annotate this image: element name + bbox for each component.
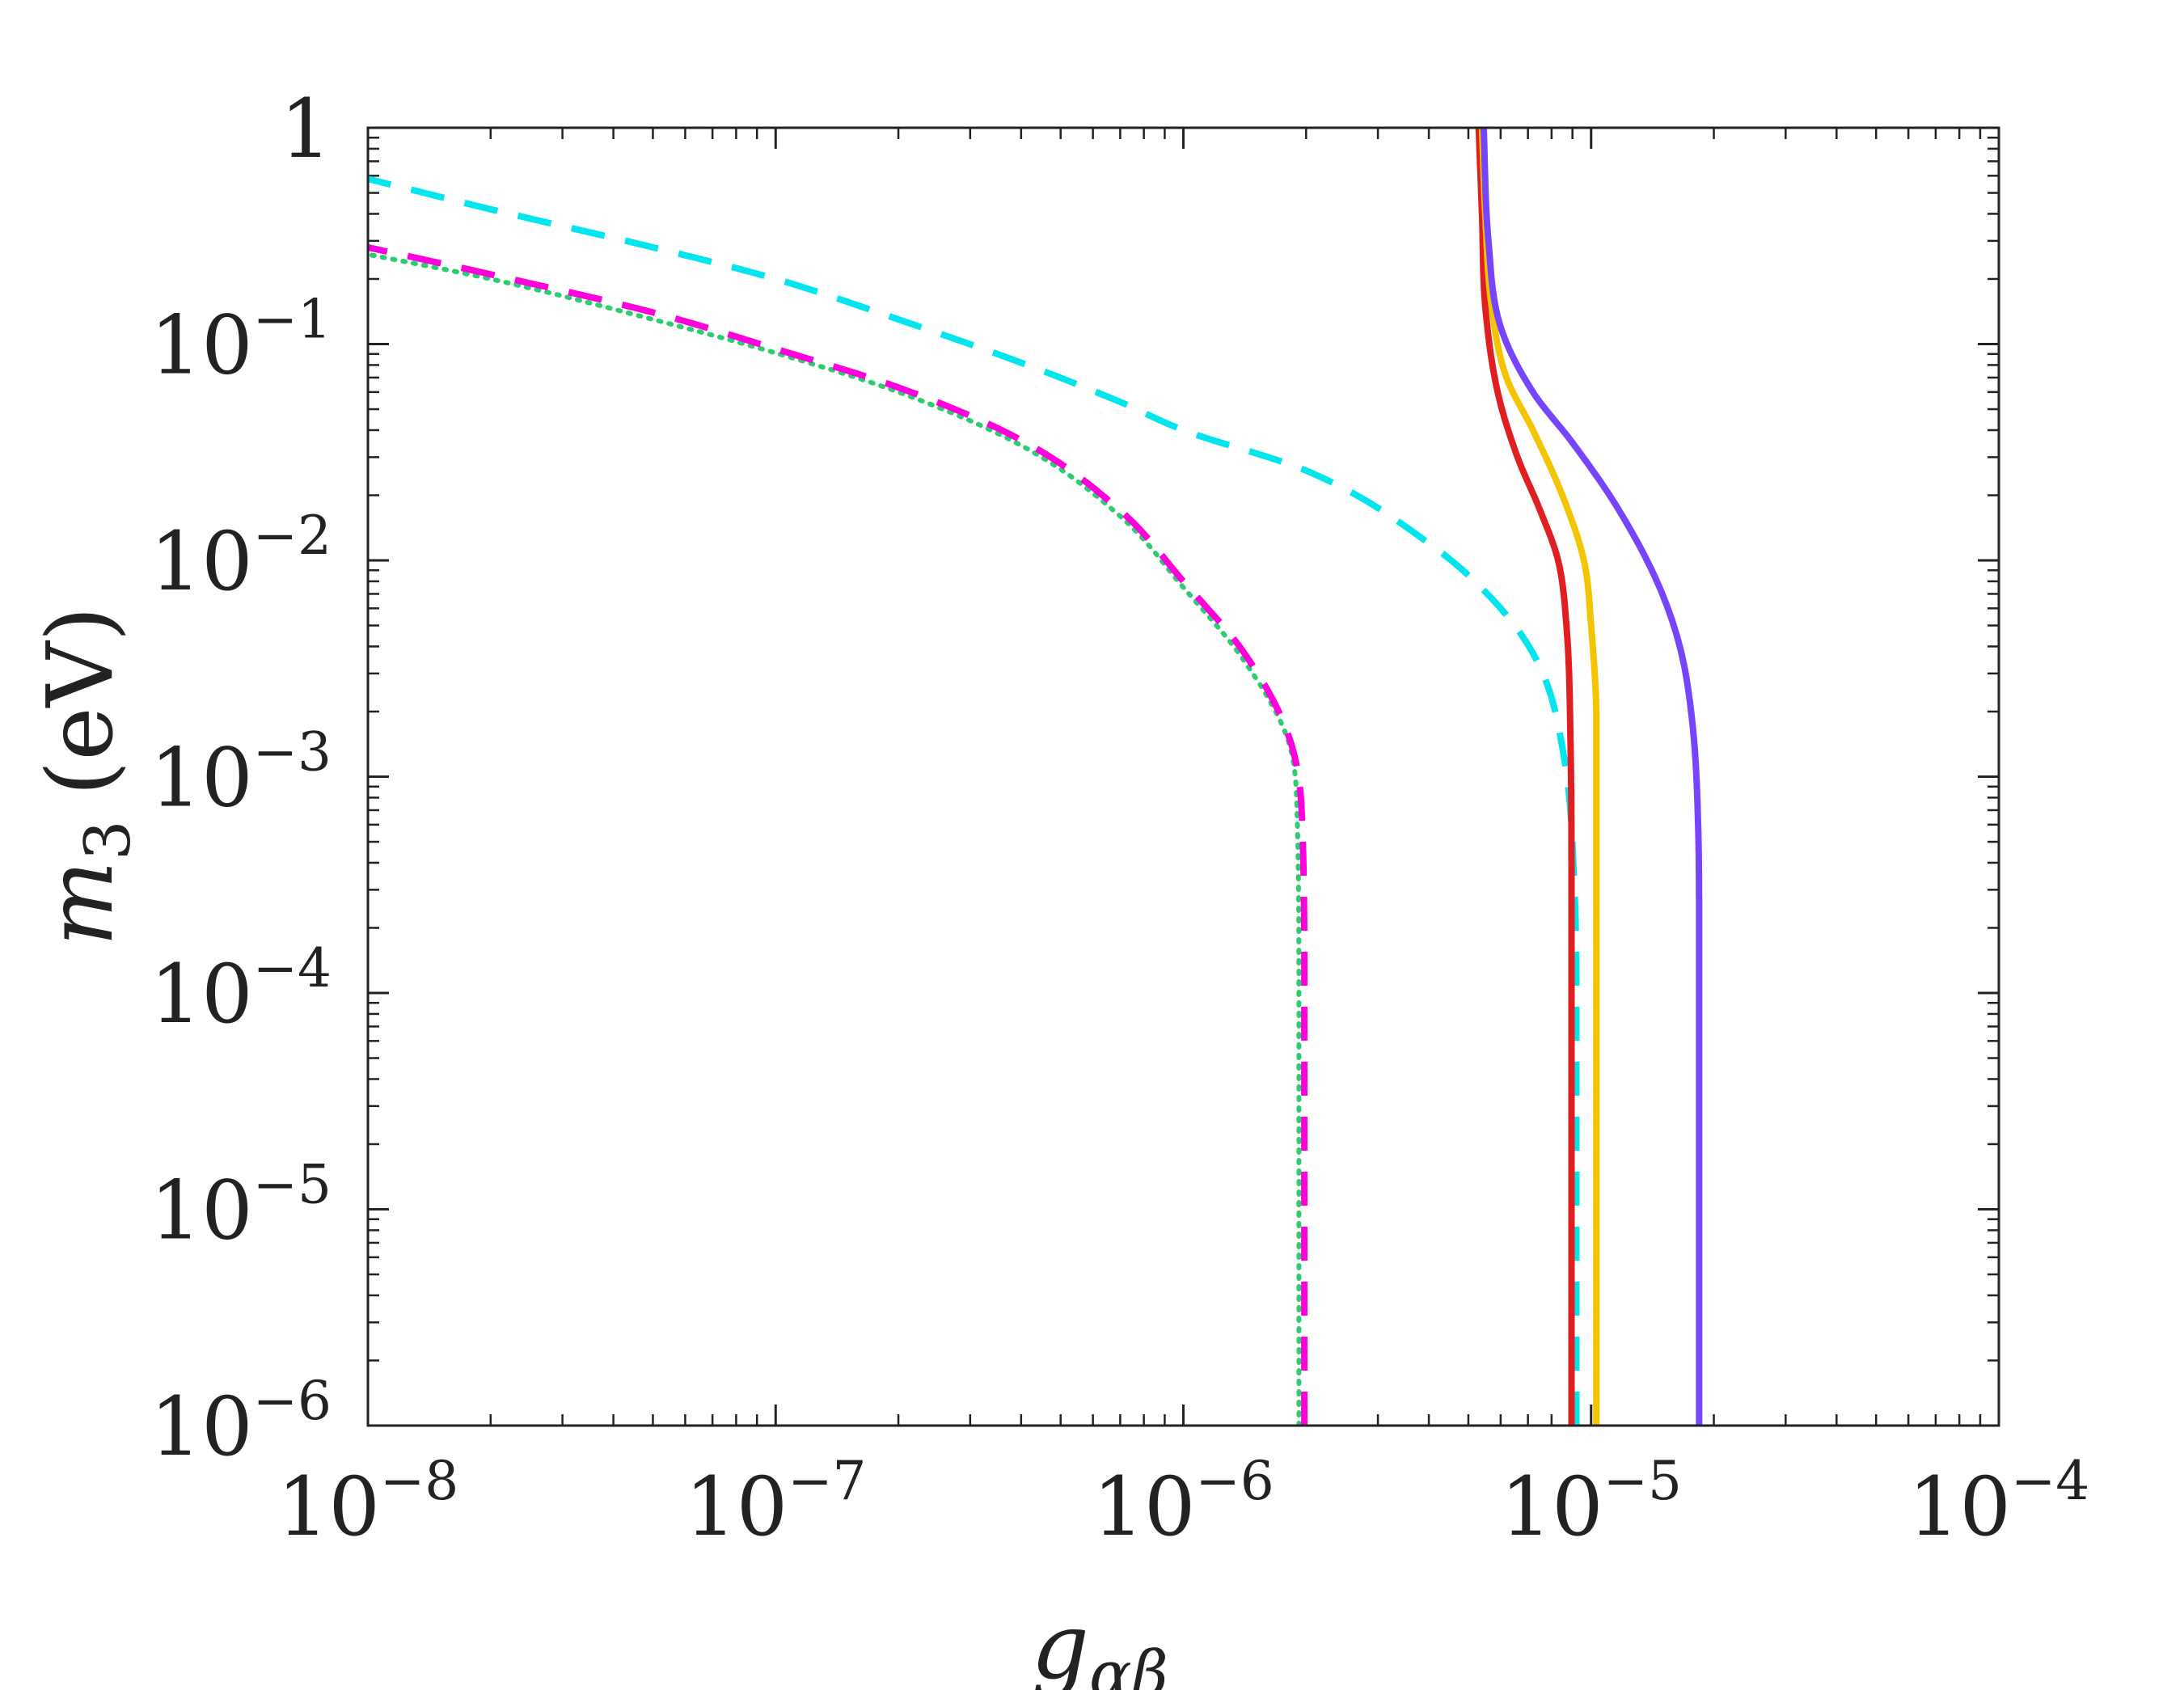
y-axis-title-main: m <box>28 860 133 946</box>
y-tick-label: 10−5 <box>150 1154 332 1258</box>
y-tick-label: 10−2 <box>150 505 332 609</box>
y-tick-label-base: 1 <box>280 82 332 176</box>
y-tick-label: 10−3 <box>150 721 332 826</box>
y-axis-title-sub: 3 <box>72 820 145 860</box>
plot-frame <box>366 126 2000 1427</box>
y-tick-label-base: 10 <box>150 1164 252 1258</box>
y-tick-label-exp: −1 <box>253 289 332 351</box>
series-red-solid <box>1475 128 1575 1426</box>
x-tick-label-base: 10 <box>1092 1460 1195 1554</box>
series-magenta-dashed <box>368 243 1308 1426</box>
y-axis-title: m3 (eV) <box>28 606 145 946</box>
x-tick-label-base: 10 <box>685 1460 788 1554</box>
x-axis-title-main: g <box>1031 1595 1089 1690</box>
x-tick-label: 10−5 <box>1500 1450 1682 1554</box>
x-tick-label-base: 10 <box>1908 1460 2011 1554</box>
x-tick-label: 10−7 <box>685 1450 867 1554</box>
x-tick-label-exp: −5 <box>1603 1450 1682 1512</box>
y-tick-label-base: 10 <box>150 947 252 1041</box>
y-tick-labels: 110−110−210−310−410−510−6 <box>150 82 332 1474</box>
y-tick-label-exp: −2 <box>253 505 332 567</box>
y-tick-label-base: 10 <box>150 731 252 826</box>
x-tick-label-exp: −8 <box>380 1450 458 1512</box>
x-tick-label: 10−4 <box>1908 1450 2090 1554</box>
y-tick-label-exp: −4 <box>253 937 332 999</box>
x-tick-label-base: 10 <box>277 1460 380 1554</box>
y-tick-label-exp: −3 <box>253 721 332 784</box>
y-tick-label-base: 10 <box>150 298 252 393</box>
y-tick-label: 1 <box>280 82 332 176</box>
x-tick-labels: 10−8 10−7 10−6 10−5 10−4 <box>277 1450 2090 1554</box>
x-tick-label-exp: −7 <box>788 1450 866 1512</box>
y-tick-label: 10−6 <box>150 1370 332 1474</box>
x-tick-label-exp: −6 <box>1195 1450 1274 1512</box>
x-tick-label: 10−6 <box>1092 1450 1274 1554</box>
y-axis-title-unit: (eV) <box>28 606 133 796</box>
x-tick-label-base: 10 <box>1500 1460 1603 1554</box>
y-tick-label-exp: −6 <box>253 1370 332 1432</box>
x-tick-label-exp: −4 <box>2011 1450 2089 1512</box>
y-tick-label: 10−4 <box>150 937 332 1041</box>
x-axis-title: gαβ <box>1031 1595 1168 1690</box>
x-axis-title-sub: αβ <box>1089 1638 1168 1690</box>
y-tick-label-base: 10 <box>150 1379 252 1474</box>
y-tick-label: 10−1 <box>150 289 332 393</box>
series-layer <box>368 128 1703 1426</box>
y-tick-label-base: 10 <box>150 514 252 609</box>
minor-ticks <box>368 128 1999 1426</box>
x-tick-label: 10−8 <box>277 1450 459 1554</box>
series-green-dotted <box>368 251 1302 1426</box>
y-tick-label-exp: −5 <box>253 1154 332 1216</box>
series-purple-solid <box>1480 128 1703 1426</box>
